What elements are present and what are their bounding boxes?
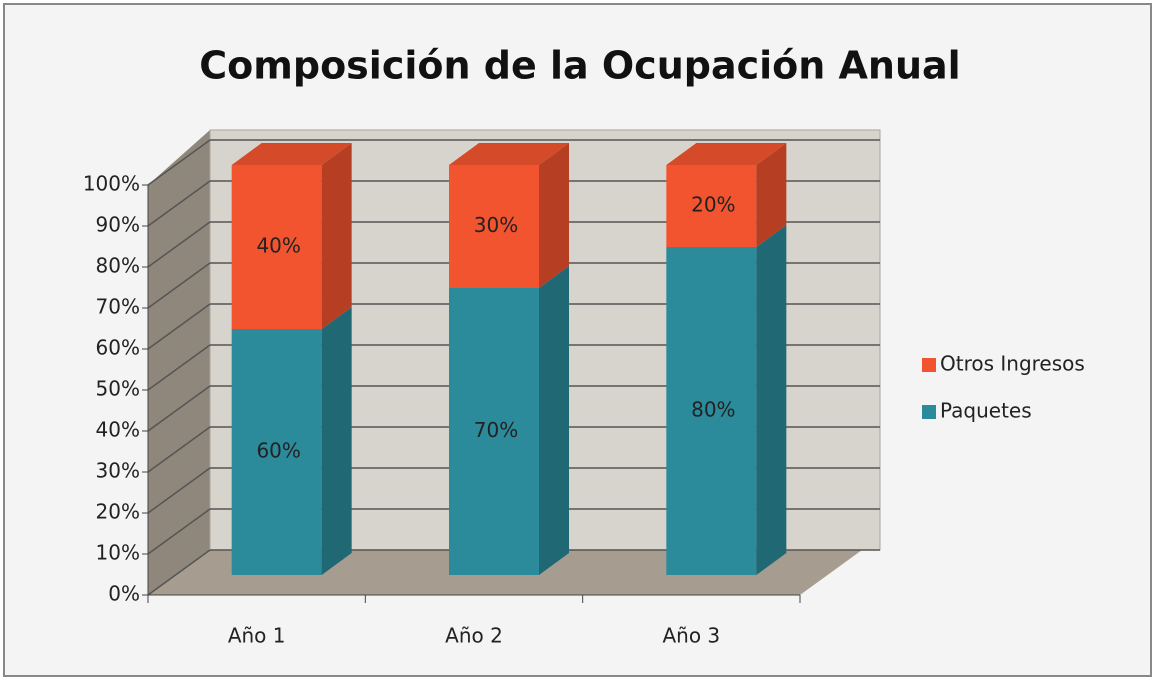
chart-title: Composición de la Ocupación Anual (199, 44, 960, 88)
grid-line (147, 549, 211, 596)
y-tick-label: 60% (96, 336, 140, 360)
y-tick-label: 10% (96, 541, 140, 565)
grid-line (147, 344, 211, 391)
legend-swatch (922, 358, 936, 372)
bar-side (321, 143, 352, 329)
x-tick-label: Año 2 (445, 624, 503, 648)
grid-line (147, 426, 211, 473)
bar-top (449, 143, 569, 165)
bar-front (666, 165, 757, 247)
x-tick-label: Año 3 (662, 624, 720, 648)
left-wall (148, 130, 210, 595)
bar-side (756, 143, 787, 247)
data-label: 20% (691, 193, 735, 217)
bar-front (449, 165, 539, 288)
legend-label: Otros Ingresos (940, 352, 1085, 376)
bar-side (321, 307, 352, 575)
data-label: 80% (691, 398, 735, 422)
y-tick-label: 90% (96, 213, 140, 237)
bar-side (539, 143, 569, 288)
y-tick-label: 80% (96, 254, 140, 278)
bar-front (666, 247, 757, 575)
y-tick-label: 0% (108, 582, 140, 606)
bar-side (539, 266, 569, 575)
grid-line (147, 303, 211, 350)
y-tick-label: 70% (96, 295, 140, 319)
y-tick-label: 40% (96, 418, 140, 442)
bar-front (231, 329, 322, 575)
y-tick-label: 20% (96, 500, 140, 524)
legend-label: Paquetes (940, 399, 1032, 423)
y-tick-label: 30% (96, 459, 140, 483)
data-label: 40% (256, 234, 300, 258)
grid-line (147, 139, 211, 186)
data-label: 30% (474, 213, 518, 237)
grid-line (147, 508, 211, 555)
bar-side (756, 225, 787, 575)
y-tick-label: 100% (83, 172, 140, 196)
bar-front (449, 288, 539, 575)
grid-line (147, 467, 211, 514)
grid-line (147, 385, 211, 432)
grid-line (147, 262, 211, 309)
grid-line (147, 180, 211, 227)
x-tick-label: Año 1 (228, 624, 286, 648)
bar-top (666, 143, 787, 165)
legend-swatch (922, 405, 936, 419)
data-label: 60% (256, 439, 300, 463)
grid-line (147, 221, 211, 268)
y-tick-label: 50% (96, 377, 140, 401)
bar-top (231, 143, 352, 165)
data-label: 70% (474, 418, 518, 442)
bar-front (231, 165, 322, 329)
